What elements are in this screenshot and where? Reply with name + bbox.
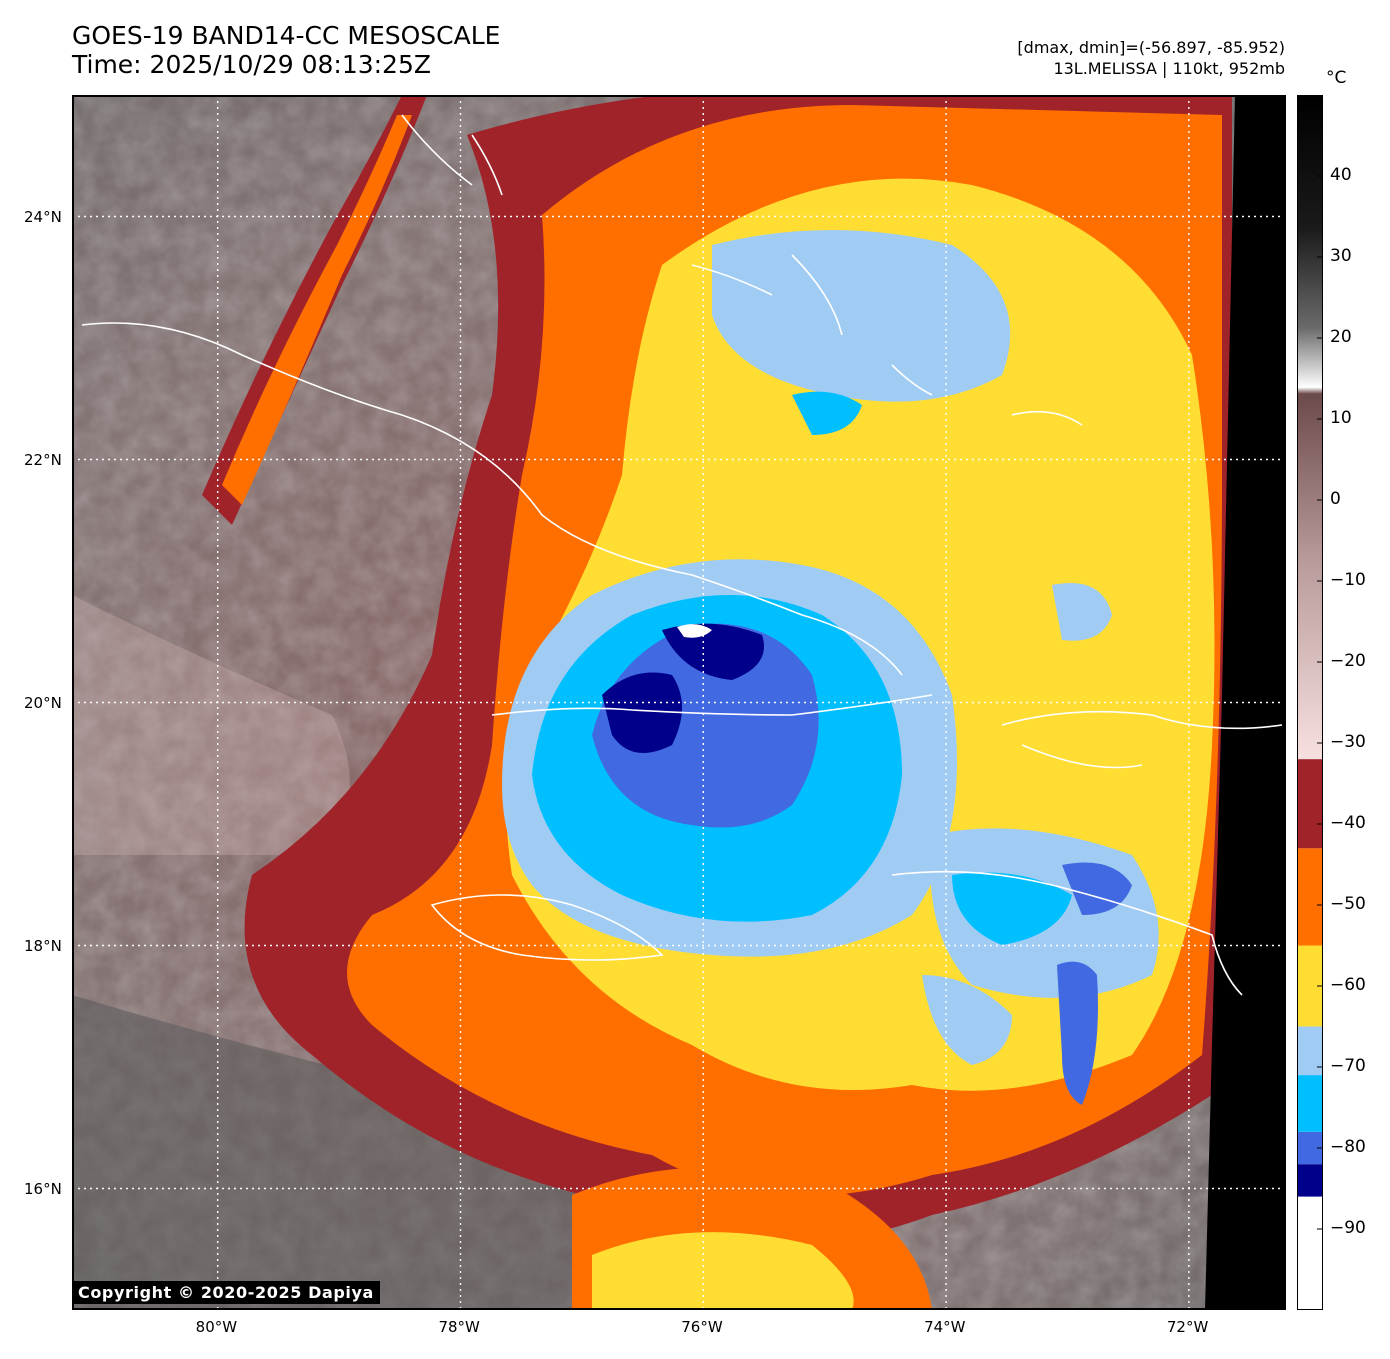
- map-title: GOES-19 BAND14-CC MESOSCALE: [72, 21, 501, 50]
- pink-haze-region: [72, 595, 350, 855]
- colorbar-tick-label: −10: [1330, 570, 1366, 590]
- patch-light-blue-north: [712, 230, 1011, 402]
- colorbar-tick-label: 0: [1330, 489, 1341, 509]
- map-time: Time: 2025/10/29 08:13:25Z: [72, 50, 431, 79]
- haiti-coast: [891, 710, 1283, 996]
- lon-tick-label: 76°W: [681, 1318, 723, 1336]
- coastlines: [81, 114, 1283, 996]
- colorbar-tick-label: −70: [1330, 1056, 1366, 1076]
- bahamas-islands: [401, 114, 1083, 426]
- lat-tick-label: 22°N: [24, 450, 62, 469]
- patch-light-blue-south-east: [922, 975, 1012, 1065]
- colorbar-tick-label: 20: [1330, 327, 1352, 347]
- colorbar-tick-label: −80: [1330, 1137, 1366, 1157]
- colorbar-tick-label: 40: [1330, 165, 1352, 185]
- lat-tick-label: 16°N: [24, 1179, 62, 1198]
- lat-tick-label: 24°N: [24, 207, 62, 226]
- dmax-dmin-stats: [dmax, dmin]=(-56.897, -85.952): [1017, 38, 1285, 57]
- colorbar-tick-label: −20: [1330, 651, 1366, 671]
- clear-sky-region: [72, 995, 672, 1310]
- colorbar-tick-label: −60: [1330, 975, 1366, 995]
- no-data-region: [1205, 95, 1286, 1310]
- colorbar: [1297, 95, 1323, 1310]
- colorbar-band: [1297, 1075, 1323, 1132]
- colorbar-tick-label: −30: [1330, 732, 1366, 752]
- colorbar-band: [1297, 1026, 1323, 1076]
- colorbar-band: [1297, 759, 1323, 849]
- cuba-south-coast: [491, 694, 933, 716]
- patch-sky-blue-north: [792, 391, 862, 435]
- satellite-map: [72, 95, 1286, 1310]
- colorbar-tick-label: −40: [1330, 813, 1366, 833]
- storm-info: 13L.MELISSA | 110kt, 952mb: [1053, 59, 1285, 78]
- cuba-north-coast: [81, 322, 903, 676]
- colorbar-tick-label: −90: [1330, 1218, 1366, 1238]
- colorbar-unit: °C: [1326, 68, 1347, 88]
- colorbar-tick-label: 10: [1330, 408, 1352, 428]
- colorbar-band: [1297, 848, 1323, 946]
- colorbar-band: [1297, 1196, 1323, 1310]
- band-navy: [602, 672, 682, 753]
- lon-tick-label: 72°W: [1166, 1318, 1209, 1336]
- patch-blue-rainband: [1057, 961, 1098, 1105]
- nw-rainband-orange: [222, 115, 412, 505]
- hurricane-cloud-shield: [202, 95, 1235, 1310]
- lat-tick-label: 18°N: [24, 936, 62, 955]
- lon-tick-label: 74°W: [924, 1318, 966, 1336]
- colorbar-band: [1297, 1164, 1323, 1197]
- jamaica-coast: [430, 894, 664, 961]
- band-white-core: [677, 624, 712, 638]
- graticule: [72, 95, 1286, 1310]
- lat-tick-label: 20°N: [24, 693, 62, 712]
- copyright-label: Copyright © 2020-2025 Dapiya: [72, 1281, 380, 1304]
- colorbar-tick-label: 30: [1330, 246, 1352, 266]
- lon-tick-label: 80°W: [195, 1318, 238, 1336]
- colorbar-tick-label: −50: [1330, 894, 1366, 914]
- band-navy-2: [662, 623, 764, 680]
- patch-light-blue-northeast: [1052, 583, 1112, 641]
- lon-tick-label: 78°W: [438, 1318, 480, 1336]
- map-frame: [72, 95, 1286, 1310]
- colorbar-warm-gradient: [1297, 95, 1323, 760]
- band-south-yellow: [592, 1232, 854, 1310]
- patch-sky-blue-east: [952, 872, 1072, 945]
